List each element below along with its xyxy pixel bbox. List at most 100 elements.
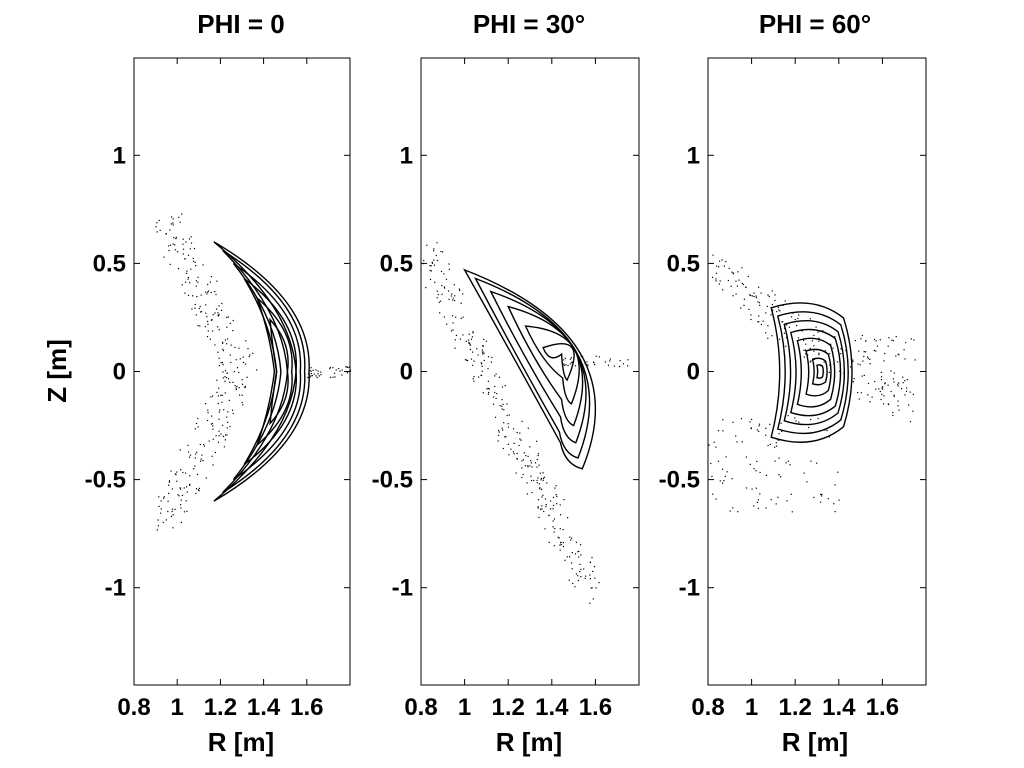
scatter-point: [592, 598, 594, 600]
scatter-point: [175, 236, 177, 238]
scatter-point: [194, 261, 196, 263]
scatter-point: [218, 430, 220, 432]
scatter-point: [760, 292, 762, 294]
panel-phi-30: PHI = 30° R [m] 0.8 1 1.2 1.4 1.6 -1 -0.5 0 0.5 1: [372, 9, 640, 757]
scatter-point: [757, 321, 759, 323]
x-tick-label: 1.6: [290, 694, 323, 721]
scatter-point: [246, 376, 248, 378]
scatter-point: [210, 396, 212, 398]
y-tick-label: -1: [105, 575, 126, 602]
scatter-point: [494, 416, 497, 418]
scatter-point: [189, 483, 191, 485]
scatter-point: [909, 391, 911, 393]
scatter-point: [462, 334, 464, 336]
scatter-point: [854, 340, 856, 342]
scatter-point: [443, 316, 445, 318]
scatter-point: [832, 347, 834, 349]
scatter-point: [735, 293, 737, 295]
scatter-point: [834, 484, 836, 486]
scatter-point: [227, 411, 229, 413]
scatter-point: [197, 325, 199, 327]
scatter-point: [869, 363, 871, 365]
scatter-point: [158, 219, 160, 222]
scatter-point: [564, 559, 566, 561]
scatter-point: [481, 349, 483, 351]
scatter-point: [241, 379, 243, 381]
scatter-point: [758, 315, 760, 317]
scatter-point: [839, 370, 841, 372]
scatter-point: [234, 385, 236, 387]
scatter-point: [252, 352, 254, 354]
scatter-point: [862, 360, 864, 362]
scatter-point: [913, 339, 915, 341]
scatter-point: [487, 393, 489, 395]
scatter-point: [710, 462, 712, 465]
scatter-point: [512, 451, 514, 453]
scatter-point: [755, 470, 757, 472]
scatter-point: [242, 404, 244, 406]
scatter-point: [214, 344, 216, 346]
scatter-point: [609, 360, 611, 362]
scatter-point: [436, 259, 439, 262]
scatter-point: [214, 312, 216, 314]
scatter-point: [519, 438, 521, 440]
scatter-point: [329, 376, 332, 378]
x-tick-label: 1.6: [866, 694, 899, 721]
scatter-point: [518, 444, 520, 447]
scatter-point: [838, 499, 840, 501]
scatter-point: [459, 338, 461, 340]
scatter-point: [446, 323, 448, 325]
scatter-point: [593, 361, 595, 363]
scatter-point: [455, 316, 457, 318]
scatter-point: [459, 289, 461, 291]
scatter-point: [430, 270, 432, 272]
scatter-point: [810, 460, 812, 462]
scatter-point: [241, 383, 244, 385]
scatter-point: [901, 387, 903, 390]
scatter-point: [560, 514, 562, 516]
scatter-point: [160, 508, 162, 510]
scatter-point: [540, 477, 542, 480]
scatter-point: [521, 460, 523, 462]
scatter-point: [218, 357, 220, 359]
panel-phi-0: PHI = 0 R [m] Z [m] 0.8 1 1.2 1.4 1.6 -1 -0.5 0…: [42, 9, 352, 757]
scatter-point: [482, 351, 484, 353]
scatter-point: [464, 359, 467, 361]
scatter-point: [504, 385, 506, 387]
scatter-point: [202, 460, 204, 462]
scatter-point: [803, 414, 806, 417]
scatter-point: [198, 487, 200, 489]
x-tick-label: 1.4: [535, 694, 569, 721]
scatter-point: [226, 338, 229, 340]
scatter-point: [497, 440, 499, 442]
scatter-point: [905, 390, 908, 392]
scatter-point: [881, 387, 883, 389]
scatter-point: [315, 375, 317, 377]
scatter-point: [472, 331, 474, 333]
y-tick-label: -1: [679, 575, 700, 602]
scatter-point: [226, 343, 228, 345]
scatter-point: [175, 238, 177, 240]
scatter-point: [443, 286, 445, 288]
scatter-point: [174, 244, 176, 246]
scatter-point: [577, 579, 579, 582]
scatter-point: [712, 493, 714, 495]
scatter-point: [770, 314, 772, 316]
scatter-point: [199, 305, 201, 308]
scatter-point: [530, 462, 532, 464]
scatter-point: [834, 511, 836, 513]
scatter-point: [730, 285, 732, 287]
y-tick-label: -0.5: [85, 467, 126, 494]
scatter-point: [503, 409, 505, 411]
scatter-point: [869, 358, 871, 360]
scatter-point: [770, 499, 772, 501]
scatter-point: [216, 379, 218, 381]
scatter-point: [200, 311, 202, 313]
scatter-point: [755, 487, 757, 489]
scatter-point: [893, 372, 895, 374]
scatter-point: [217, 395, 219, 397]
scatter-point: [722, 482, 724, 484]
scatter-point: [557, 536, 559, 538]
scatter-point: [828, 436, 830, 438]
